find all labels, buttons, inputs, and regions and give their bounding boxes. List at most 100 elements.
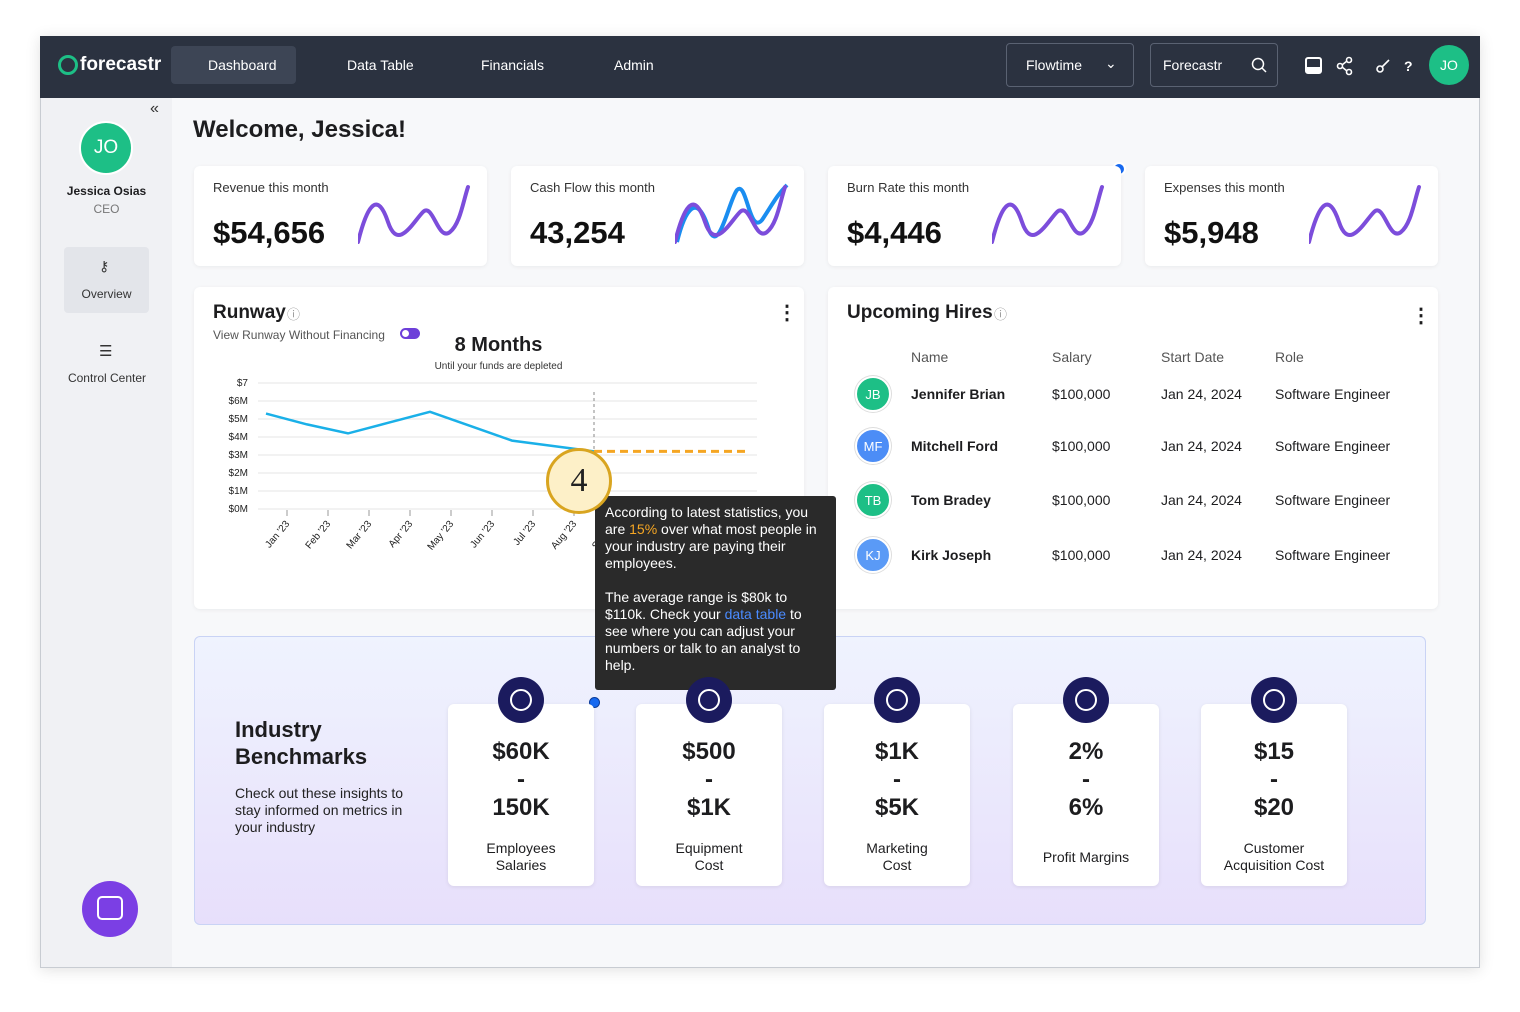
column-header: Salary xyxy=(1052,349,1092,365)
tooltip-para: According to latest statistics, you are … xyxy=(605,504,826,572)
benchmark-separator: - xyxy=(705,766,713,793)
benchmark-label-box: Employees Salaries xyxy=(448,835,594,879)
hire-start: Jan 24, 2024 xyxy=(1161,386,1242,402)
kpi-label: Revenue this month xyxy=(213,180,329,195)
hire-role: Software Engineer xyxy=(1275,386,1391,402)
sidebar-item[interactable]: Control Center xyxy=(67,371,147,385)
hire-role: Software Engineer xyxy=(1275,547,1391,563)
overview-active-bg xyxy=(64,247,149,313)
collapse-button[interactable]: « xyxy=(150,100,159,117)
hire-salary: $100,000 xyxy=(1052,386,1111,402)
benchmark-icon xyxy=(1251,677,1297,723)
benchmark-high: $1K xyxy=(686,794,732,821)
hires-title: Upcoming Hires xyxy=(847,302,993,323)
search-box[interactable] xyxy=(1150,43,1278,87)
workspace-select[interactable]: Flowtime xyxy=(1026,57,1083,73)
benchmark-card: $500- $1K Equipment Cost xyxy=(636,704,782,886)
benchmark-low: 2% xyxy=(1068,738,1104,765)
benchmark-label: Customer Acquisition Cost xyxy=(1223,840,1325,873)
benchmark-card: $1K - $5K Marketing Cost xyxy=(824,704,970,886)
tooltip-text: over what most people in your industry a… xyxy=(605,521,817,571)
select-box[interactable] xyxy=(1006,43,1134,87)
nav-item[interactable]: Financials xyxy=(481,57,545,73)
chevron: ⌄ xyxy=(1105,55,1117,71)
step-badge: 4 xyxy=(546,448,612,514)
benchmark-label-box: Profit Margins xyxy=(1013,835,1159,879)
sidebar xyxy=(41,98,172,967)
nav-item[interactable]: Dashboard xyxy=(208,57,277,73)
search-input[interactable]: Forecastr xyxy=(1163,57,1223,73)
hire-avatar: JB xyxy=(855,376,891,412)
benchmark-low: $500 xyxy=(682,738,736,765)
kpi-value: $5,948 xyxy=(1164,215,1259,250)
sidebar-avatar: JO xyxy=(79,121,133,175)
kpi-value: $4,446 xyxy=(847,215,942,250)
user-name: Jessica Osias xyxy=(66,184,147,198)
column-header: Role xyxy=(1275,349,1304,365)
benchmark-icon xyxy=(686,677,732,723)
benchmark-high: 6% xyxy=(1068,794,1104,821)
overview-icon: ⚷ xyxy=(99,258,110,274)
toggle-label: View Runway Without Financing xyxy=(213,328,385,342)
benchmark-high: $20 xyxy=(1253,794,1295,821)
benchmark-low: $15 xyxy=(1253,738,1295,765)
nav-item[interactable]: Admin xyxy=(614,57,654,73)
help-icon[interactable]: ⓘ xyxy=(287,307,301,322)
runway-title: Runway xyxy=(213,302,286,323)
chat-button[interactable] xyxy=(82,881,138,937)
benchmark-separator: - xyxy=(1082,766,1090,793)
hire-start: Jan 24, 2024 xyxy=(1161,492,1242,508)
hires-menu[interactable]: ⋮ xyxy=(1411,305,1431,327)
benchmark-card: 2% -6% Profit Margins xyxy=(1013,704,1159,886)
toggle[interactable] xyxy=(400,328,420,339)
search-icon[interactable] xyxy=(1250,56,1268,74)
hire-avatar: TB xyxy=(855,482,891,518)
tooltip-text: to see where you can adjust your numbers… xyxy=(605,606,802,673)
svg-text:?: ? xyxy=(1404,58,1413,74)
nav-icons[interactable]: ? xyxy=(1304,56,1424,76)
nav-active-bg xyxy=(171,46,296,84)
benchmark-icon xyxy=(1063,677,1109,723)
benchmark-label: Marketing Cost xyxy=(866,840,928,873)
benchmark-label: Profit Margins xyxy=(1042,848,1130,865)
runway-subline: Until your funds are depleted xyxy=(434,361,563,372)
kpi-card xyxy=(828,166,1121,266)
tooltip-link[interactable]: data table xyxy=(724,606,787,622)
benchmark-label-box: Marketing Cost xyxy=(824,835,970,879)
benchmark-label: Employees Salaries xyxy=(486,840,556,873)
kpi-card xyxy=(194,166,487,266)
sidebar-item[interactable]: Overview xyxy=(81,287,132,301)
hire-salary: $100,000 xyxy=(1052,547,1111,563)
benchmark-separator: - xyxy=(893,766,901,793)
brand[interactable]: forecastr xyxy=(80,54,162,75)
hire-name: Kirk Joseph xyxy=(911,547,992,563)
kpi-label: Expenses this month xyxy=(1164,180,1285,195)
benchmarks-title: Industry Benchmarks xyxy=(235,717,368,769)
benchmark-icon xyxy=(874,677,920,723)
benchmark-card: $60K -150K Employees Salaries xyxy=(448,704,594,886)
kpi-label: Cash Flow this month xyxy=(530,180,655,195)
nav-avatar[interactable]: JO xyxy=(1429,45,1469,85)
hire-name: Mitchell Ford xyxy=(911,438,999,454)
benchmarks-description: Check out these insights to stay informe… xyxy=(235,785,404,835)
hire-avatar: MF xyxy=(855,428,891,464)
benchmark-separator: - xyxy=(517,766,525,793)
runway-headline: 8 Months xyxy=(454,334,543,356)
hires-card xyxy=(828,287,1438,609)
hotspot[interactable] xyxy=(589,697,600,708)
sparkline xyxy=(1309,185,1421,244)
help-icon[interactable]: ⓘ xyxy=(994,307,1008,322)
benchmark-icon xyxy=(498,677,544,723)
hire-name: Jennifer Brian xyxy=(911,386,1006,402)
kpi-label: Burn Rate this month xyxy=(847,180,970,195)
runway-menu[interactable]: ⋮ xyxy=(777,302,797,324)
benchmark-high: 150K xyxy=(492,794,550,821)
tooltip: According to latest statistics, you are … xyxy=(595,496,836,690)
kpi-value: $54,656 xyxy=(213,215,326,250)
user-role: CEO xyxy=(93,202,120,216)
nav-item[interactable]: Data Table xyxy=(347,57,414,73)
benchmark-low: $1K xyxy=(874,738,920,765)
benchmark-card: $15- $20 Customer Acquisition Cost xyxy=(1201,704,1347,886)
hire-start: Jan 24, 2024 xyxy=(1161,547,1242,563)
